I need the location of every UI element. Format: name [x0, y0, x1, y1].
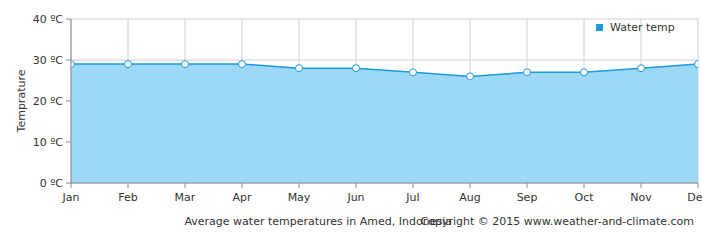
- tick-x: [470, 183, 471, 188]
- marker: [581, 69, 588, 76]
- tick-label-x: Oct: [574, 191, 594, 204]
- grid-line-y: [71, 19, 698, 20]
- tick-label-y: 40 ºC: [33, 13, 64, 26]
- tick-label-x: Jun: [346, 191, 364, 204]
- area: [71, 64, 698, 183]
- plot-data: [71, 61, 698, 183]
- tick-label-x: Jan: [62, 191, 80, 204]
- marker: [524, 69, 531, 76]
- legend-label: Water temp: [610, 21, 675, 34]
- tick-y: [66, 183, 71, 184]
- tick-y: [66, 101, 71, 102]
- marker: [296, 65, 303, 72]
- tick-label-x: Jul: [405, 191, 419, 204]
- tick-x: [527, 183, 528, 188]
- tick-label-x: Feb: [118, 191, 137, 204]
- tick-x: [71, 183, 72, 188]
- tick-label-x: Sep: [517, 191, 538, 204]
- legend-swatch: [596, 24, 603, 31]
- tick-label-y: 30 ºC: [33, 54, 64, 67]
- marker: [239, 61, 246, 68]
- grid-line-x: [71, 19, 72, 183]
- marker: [353, 65, 360, 72]
- title: Average water temperatures in Amed, Indo…: [184, 215, 452, 228]
- marker: [410, 69, 417, 76]
- chart: 0 ºC 10 ºC 20 ºC 30 ºC 40 ºC Jan Feb Mar Apr May J…: [0, 0, 702, 232]
- marker: [71, 61, 75, 68]
- axis-label-y: Temprature: [15, 69, 28, 133]
- chart-root: 0 ºC 10 ºC 20 ºC 30 ºC 40 ºC Jan Feb Mar Apr May J…: [0, 0, 702, 232]
- tick-y: [66, 19, 71, 20]
- marker: [182, 61, 189, 68]
- tick-x: [356, 183, 357, 188]
- tick-x: [128, 183, 129, 188]
- tick-label-x: Dec: [687, 191, 702, 204]
- tick-y: [66, 60, 71, 61]
- tick-label-x: May: [288, 191, 311, 204]
- line: [71, 64, 698, 76]
- marker: [638, 65, 645, 72]
- axis-x: [71, 183, 698, 184]
- tick-label-x: Apr: [232, 191, 252, 204]
- tick-y: [66, 142, 71, 143]
- grid-line-y: [71, 60, 698, 61]
- tick-x: [698, 183, 699, 188]
- tick-label-x: Mar: [175, 191, 196, 204]
- marker: [695, 61, 699, 68]
- tick-x: [185, 183, 186, 188]
- tick-label-y: 0 ºC: [40, 177, 64, 190]
- tick-x: [242, 183, 243, 188]
- tick-label-x: Aug: [459, 191, 480, 204]
- annotation: Copyright © 2015 www.weather-and-climate…: [421, 215, 694, 228]
- tick-x: [641, 183, 642, 188]
- marker: [125, 61, 132, 68]
- tick-x: [299, 183, 300, 188]
- grid-line-y: [71, 183, 698, 184]
- tick-label-y: 20 ºC: [33, 95, 64, 108]
- marker: [467, 73, 474, 80]
- tick-x: [413, 183, 414, 188]
- tick-label-x: Nov: [630, 191, 652, 204]
- tick-label-y: 10 ºC: [33, 136, 64, 149]
- axis-y: [71, 19, 72, 183]
- tick-x: [584, 183, 585, 188]
